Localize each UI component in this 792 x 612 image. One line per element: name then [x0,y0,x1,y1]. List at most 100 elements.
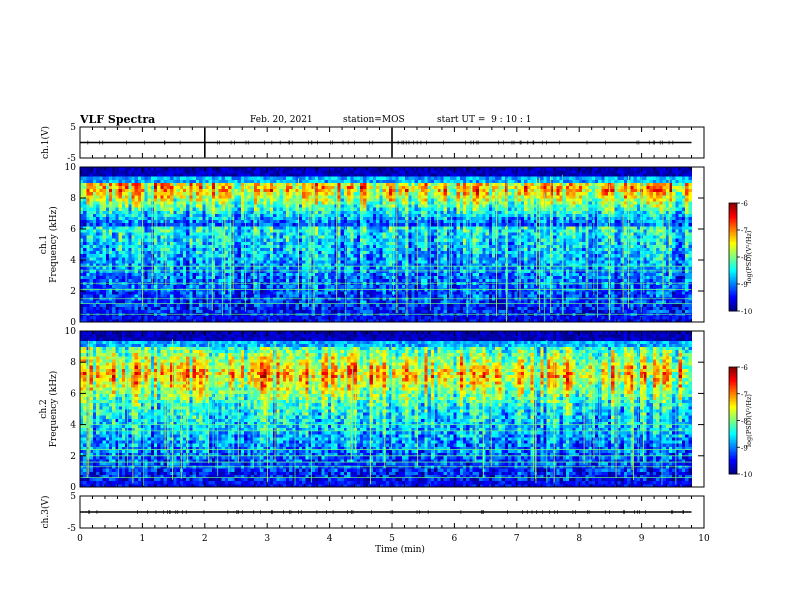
spectrogram-cell [218,241,223,245]
spectrogram-cell [292,225,297,230]
spectrogram-cell [173,232,177,236]
spectrogram-cell [314,204,319,208]
spectrogram-cell [102,188,107,193]
spectrogram-cell [224,185,229,190]
spectrogram-cell [327,300,332,304]
spectrogram-cell [240,294,245,298]
spectrogram-cell [369,176,374,180]
spectrogram-cell [292,194,297,199]
spectrogram-cell [366,182,371,186]
spectrogram-cell [128,260,132,264]
spectrogram-cell [150,294,155,298]
spectrogram-cell [382,201,387,205]
spectrogram-cell [128,198,132,202]
spectrogram-cell [112,250,116,255]
spectrogram-cell [99,284,103,289]
spectrogram-cell [353,309,358,314]
spectrogram-cell [379,275,383,279]
spectrogram-cell [273,241,277,245]
spectrogram-cell [211,222,216,227]
spectrogram-cell [189,260,194,264]
spectrogram-cell [125,315,129,320]
spectrogram-cell [379,198,383,202]
spectrogram-cell [234,194,239,199]
spectrogram-cell [208,170,213,174]
spectrogram-cell [118,179,123,183]
spectrogram-cell [121,207,126,211]
spectrogram-cell [253,182,258,186]
spectrogram-cell [292,284,297,289]
spectrogram-cell [298,309,303,314]
spectrogram-cell [266,241,271,245]
spectrogram-cell [157,278,161,283]
spectrogram-cell [102,241,107,245]
spectrogram-cell [125,170,129,174]
spectrogram-cell [234,216,239,221]
spectrogram-cell [337,225,342,230]
spectrogram-cell [208,303,213,307]
spectrogram-cell [89,213,94,217]
spectrogram-cell [260,207,264,211]
spectrogram-cell [321,300,326,304]
spectrogram-cell [154,216,158,221]
spectrogram-cell [376,167,380,171]
spectrogram-cell [176,198,181,202]
spectrogram-cell [240,256,245,261]
spectrogram-cell [324,182,329,186]
spectrogram-cell [282,198,287,202]
spectrogram-cell [295,235,300,239]
spectrogram-cell [240,207,245,211]
spectrogram-cell [92,210,97,214]
spectrogram-cell [108,309,113,314]
spectrogram-cell [186,229,190,233]
spectrogram-cell [211,179,216,183]
spectrogram-cell [189,207,194,211]
spectrogram-cell [118,253,123,258]
spectrogram-cell [208,222,213,227]
spectrogram-cell [372,210,377,214]
spectrogram-cell [218,300,223,304]
spectrogram-cell [89,253,94,258]
spectrogram-cell [224,173,229,177]
spectrogram-cell [244,232,248,236]
spectrogram-cell [314,250,319,255]
spectrogram-cell [253,244,258,248]
spectrogram-cell [308,176,313,180]
spectrogram-cell [134,204,139,208]
spectrogram-cell [334,235,338,239]
spectrogram-cell [131,303,136,307]
spectrogram-cell [295,232,300,236]
spectrogram-cell [356,167,361,171]
spectrogram-cell [141,219,145,224]
spectrogram-cell [102,278,107,283]
spectrogram-cell [89,272,94,276]
spectrogram-cell [215,247,219,252]
spectrogram-cell [199,306,203,310]
spectrogram-cell [327,263,332,267]
spectrogram-cell [102,309,107,314]
spectrogram-cell [257,167,261,171]
spectrogram-cell [125,167,129,171]
spectrogram-cell [366,219,371,224]
spectrogram-cell [388,306,393,310]
spectrogram-cell [269,201,274,205]
spectrogram-cell [247,207,251,211]
spectrogram-cell [385,260,390,264]
spectrogram-cell [269,315,274,320]
spectrogram-cell [131,188,136,193]
spectrogram-cell [237,260,242,264]
spectrogram-cell [108,176,113,180]
spectrogram-cell [112,303,116,307]
spectrogram-cell [102,272,107,276]
spectrogram-cell [121,188,126,193]
spectrogram-cell [176,263,181,267]
spectrogram-cell [234,303,239,307]
spectrogram-cell [289,272,293,276]
ch1-waveform-panel: 5-5ch.1(V) [40,123,705,164]
spectrogram-cell [260,204,264,208]
spectrogram-cell [141,179,145,183]
spectrogram-cell [350,176,354,180]
spectrogram-cell [182,225,187,230]
spectrogram-cell [231,170,235,174]
spectrogram-cell [195,194,200,199]
